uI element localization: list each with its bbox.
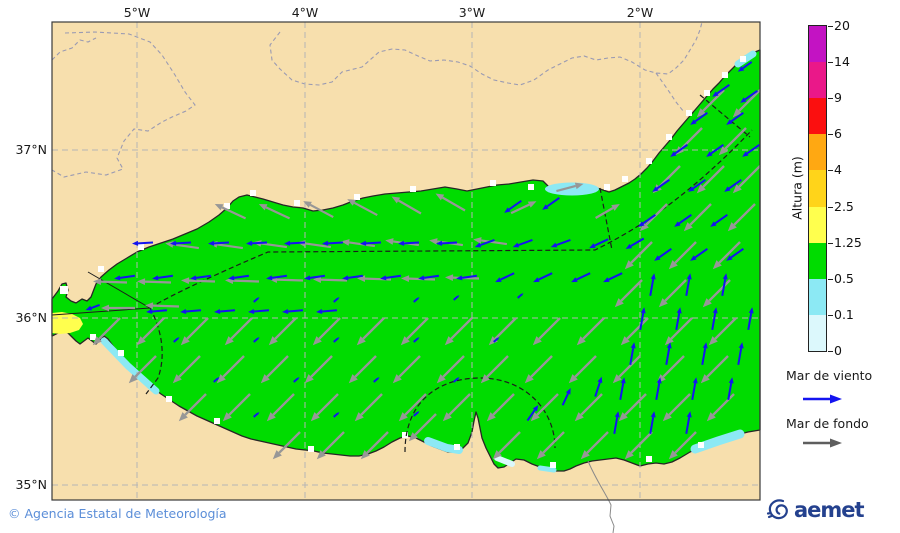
colorbar-segment xyxy=(809,62,826,98)
colorbar-segment xyxy=(809,207,826,243)
colorbar-tick-label: 0 xyxy=(834,343,842,358)
colorbar-segment xyxy=(809,98,826,134)
colorbar-tick-label: 6 xyxy=(834,126,842,141)
colorbar-segment xyxy=(809,134,826,170)
colorbar-tick-mark xyxy=(828,98,833,99)
colorbar-tick-mark xyxy=(828,351,833,352)
colorbar-title: Altura (m) xyxy=(790,156,805,220)
colorbar-segment xyxy=(809,170,826,206)
map-canvas xyxy=(0,0,900,533)
colorbar-tick-label: 0.1 xyxy=(834,307,854,322)
colorbar-tick-mark xyxy=(828,207,833,208)
x-tick-label: 4°W xyxy=(283,5,327,20)
colorbar xyxy=(808,25,827,352)
aemet-logo-icon xyxy=(766,497,794,523)
wind-arrow-icon xyxy=(800,392,846,406)
aemet-logo-text: aemet xyxy=(794,500,864,521)
y-tick-label: 36°N xyxy=(1,310,47,325)
colorbar-tick-label: 9 xyxy=(834,90,842,105)
x-tick-label: 2°W xyxy=(618,5,662,20)
colorbar-tick-mark xyxy=(828,170,833,171)
colorbar-segment xyxy=(809,279,826,315)
y-tick-label: 35°N xyxy=(1,477,47,492)
legend-swell-label: Mar de fondo xyxy=(786,416,869,431)
colorbar-tick-mark xyxy=(828,134,833,135)
colorbar-tick-mark xyxy=(828,243,833,244)
y-tick-label: 37°N xyxy=(1,142,47,157)
copyright: © Agencia Estatal de Meteorología xyxy=(8,506,227,521)
colorbar-tick-mark xyxy=(828,26,833,27)
x-tick-label: 5°W xyxy=(115,5,159,20)
colorbar-tick-label: 4 xyxy=(834,162,842,177)
colorbar-tick-label: 1.25 xyxy=(834,235,862,250)
colorbar-tick-mark xyxy=(828,315,833,316)
swell-arrow-icon xyxy=(800,436,846,450)
aemet-logo: aemet xyxy=(766,497,864,523)
x-tick-label: 3°W xyxy=(450,5,494,20)
colorbar-tick-mark xyxy=(828,62,833,63)
legend-wind-label: Mar de viento xyxy=(786,368,872,383)
colorbar-tick-label: 2.5 xyxy=(834,199,854,214)
wave-height-forecast-map: 5°W 4°W 3°W 2°W 37°N 36°N 35°N 20 14 9 6 4 2.5 1.25… xyxy=(0,0,900,533)
colorbar-segment xyxy=(809,243,826,279)
colorbar-segment xyxy=(809,26,826,62)
colorbar-tick-label: 0.5 xyxy=(834,271,854,286)
colorbar-tick-label: 14 xyxy=(834,54,850,69)
colorbar-segment xyxy=(809,315,826,351)
colorbar-tick-mark xyxy=(828,279,833,280)
colorbar-tick-label: 20 xyxy=(834,18,850,33)
